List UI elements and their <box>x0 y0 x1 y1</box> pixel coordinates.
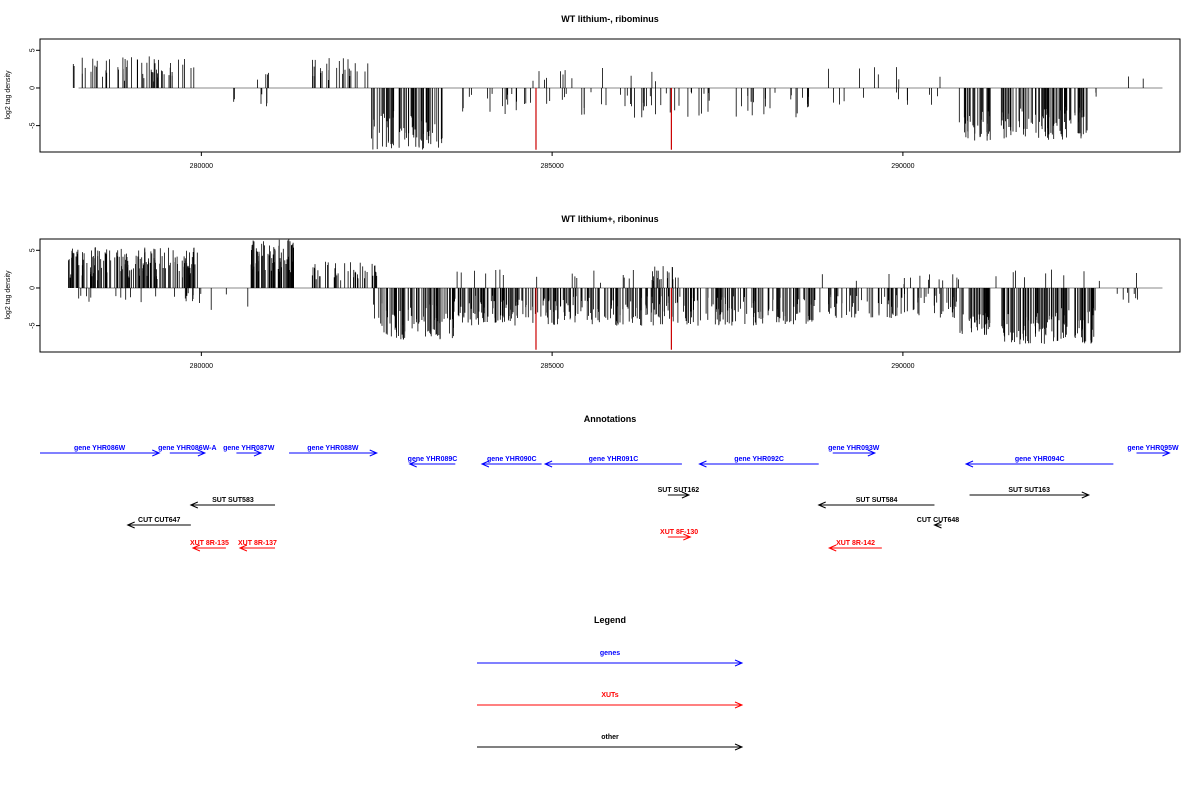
feature-arrow-head <box>867 449 877 457</box>
feature-label: SUT SUT584 <box>856 497 898 504</box>
feature-label: SUT SUT162 <box>658 487 700 494</box>
feature-label: gene YHR095W <box>1127 445 1179 452</box>
feature-arrow-head <box>817 501 826 509</box>
feature-arrow-head <box>253 449 263 457</box>
x-tick-label: 285000 <box>540 163 563 170</box>
annotation-title: Annotations <box>584 414 637 424</box>
feature-arrow-head <box>827 544 837 552</box>
legend-arrow-head <box>734 659 744 667</box>
legend-label: other <box>601 734 619 741</box>
y-tick-label: 5 <box>30 48 37 52</box>
feature-label: gene YHR086W <box>74 445 126 452</box>
feature-arrow-head <box>189 501 199 509</box>
feature-arrow-head <box>1081 491 1091 499</box>
feature-arrow-head <box>126 521 135 529</box>
feature-arrow-head <box>480 460 490 468</box>
feature-label: gene YHR089C <box>408 456 458 463</box>
feature-label: XUT 8F-130 <box>660 529 698 536</box>
legend-title: Legend <box>594 615 626 625</box>
feature-label: gene YHR092C <box>734 456 784 463</box>
feature-label: XUT 8R-137 <box>238 540 277 547</box>
y-tick-label: 0 <box>30 86 37 90</box>
legend-label: genes <box>600 650 620 657</box>
feature-arrow-head <box>698 460 707 468</box>
y-tick-label: -5 <box>30 122 37 128</box>
y-axis-label: log2 tag density <box>5 270 12 320</box>
x-tick-label: 280000 <box>190 163 213 170</box>
feature-label: gene YHR093W <box>828 445 880 452</box>
feature-arrow-head <box>681 491 691 499</box>
legend-arrow-head <box>734 701 744 709</box>
x-tick-label: 290000 <box>891 363 914 370</box>
coverage-panel-lithium-minus: WT lithium-, ribominus log2 tag density … <box>5 14 1181 170</box>
x-tick-label: 285000 <box>540 363 563 370</box>
feature-label: gene YHR090C <box>487 456 537 463</box>
panel-title: WT lithium-, ribominus <box>561 14 659 24</box>
y-tick-label: 0 <box>30 286 37 290</box>
feature-arrow-head <box>197 449 207 457</box>
annotation-track: Annotations gene YHR086W gene YHR086W-A ge… <box>40 414 1179 552</box>
legend-arrow-head <box>734 743 744 751</box>
x-tick-label: 280000 <box>190 363 213 370</box>
y-tick-label: 5 <box>30 248 37 252</box>
feature-label: gene YHR087W <box>223 445 275 452</box>
feature-label: SUT SUT583 <box>212 497 254 504</box>
legend-label: XUTs <box>601 692 618 699</box>
feature-arrow-head <box>238 544 248 552</box>
feature-arrow-head <box>369 449 379 457</box>
feature-arrow-head <box>933 521 942 529</box>
y-axis-label: log2 tag density <box>5 70 12 120</box>
feature-label: gene YHR091C <box>589 456 639 463</box>
feature-label: CUT CUT647 <box>138 517 181 524</box>
feature-label: XUT 8R-135 <box>190 540 229 547</box>
feature-label: CUT CUT648 <box>917 517 960 524</box>
plot-frame <box>39 38 1181 153</box>
panel-title: WT lithium+, riboninus <box>561 214 658 224</box>
feature-arrow-head <box>683 533 692 541</box>
feature-label: XUT 8R-142 <box>836 540 875 547</box>
feature-arrow-head <box>408 460 417 468</box>
feature-arrow-head <box>152 449 161 457</box>
legend: Legend genes XUTs other <box>477 615 744 751</box>
feature-arrow-head <box>543 460 553 468</box>
feature-arrow-head <box>191 544 201 552</box>
x-tick-label: 290000 <box>891 163 914 170</box>
feature-label: gene YHR094C <box>1015 456 1065 463</box>
feature-label: SUT SUT163 <box>1008 487 1050 494</box>
feature-arrow-head <box>1162 449 1171 457</box>
plot-frame <box>39 238 1181 353</box>
feature-arrow-head <box>964 460 974 468</box>
coverage-panel-lithium-plus: WT lithium+, riboninus log2 tag density … <box>5 214 1181 370</box>
y-tick-label: -5 <box>30 322 37 328</box>
feature-label: gene YHR086W-A <box>158 445 216 452</box>
feature-label: gene YHR088W <box>307 445 359 452</box>
